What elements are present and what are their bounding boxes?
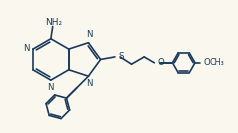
Text: N: N: [86, 30, 93, 39]
Text: O: O: [203, 58, 210, 67]
Text: N: N: [86, 80, 93, 88]
Text: O: O: [157, 58, 164, 67]
Text: N: N: [48, 83, 54, 92]
Text: CH₃: CH₃: [210, 58, 224, 67]
Text: N: N: [23, 44, 30, 53]
Text: S: S: [118, 52, 124, 61]
Text: NH₂: NH₂: [45, 18, 62, 27]
